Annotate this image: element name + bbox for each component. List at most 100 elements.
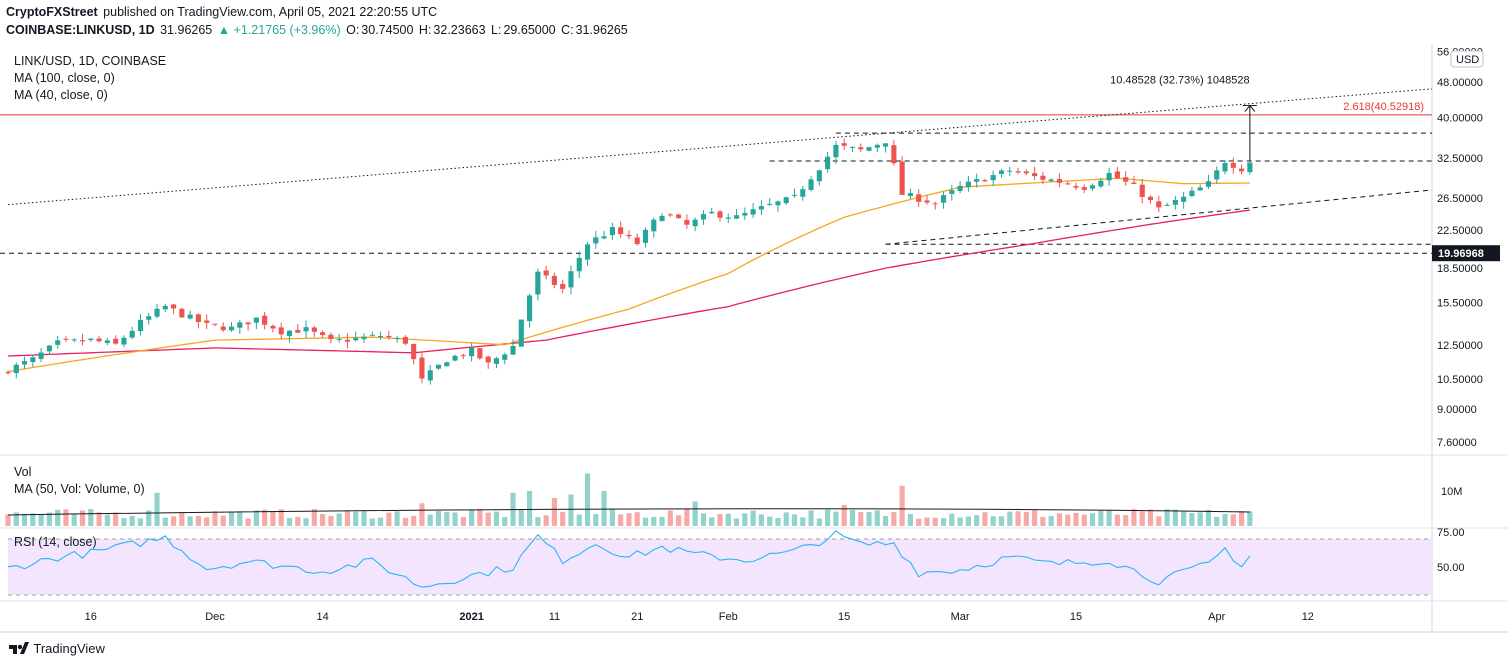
volume-bar — [38, 514, 44, 526]
legend-rsi[interactable]: RSI (14, close) — [14, 535, 97, 549]
candle-body — [295, 329, 301, 333]
candle-body — [1106, 172, 1112, 181]
candle-body — [137, 319, 144, 332]
candle-body — [187, 314, 193, 319]
publisher-name[interactable]: CryptoFXStreet — [6, 5, 98, 19]
candle-body — [684, 219, 690, 225]
volume-bar — [88, 509, 94, 526]
candles-layer — [5, 138, 1253, 385]
price-tick-label: 18.50000 — [1437, 263, 1483, 275]
candle-body — [1048, 179, 1054, 182]
candle-body — [493, 358, 500, 364]
volume-bar — [502, 517, 508, 526]
candle-body — [1032, 173, 1038, 177]
volume-bar — [303, 518, 309, 526]
candle-body — [1164, 204, 1170, 206]
time-tick-label: 21 — [631, 611, 643, 623]
volume-bar — [179, 512, 185, 526]
candle-body — [237, 322, 243, 328]
volume-bar — [1205, 509, 1212, 526]
volume-bar — [998, 516, 1005, 526]
candle-body — [783, 197, 789, 204]
candle-body — [146, 316, 152, 320]
volume-bar — [858, 512, 864, 526]
time-tick-label: 12 — [1302, 611, 1314, 623]
candle-body — [593, 237, 599, 244]
candle-body — [750, 209, 756, 215]
candle-body — [1056, 179, 1063, 183]
candle-body — [353, 337, 359, 341]
candle-body — [1222, 163, 1228, 172]
volume-bar — [444, 512, 450, 526]
volume-bar — [1172, 509, 1178, 526]
candle-body — [700, 214, 707, 220]
volume-bar — [518, 509, 524, 526]
trend-line — [885, 189, 1433, 245]
volume-bar — [1197, 512, 1203, 526]
candle-body — [883, 143, 889, 147]
volume-bar — [1156, 516, 1162, 526]
last-price: 31.96265 — [160, 23, 213, 37]
volume-bar — [146, 510, 152, 526]
candle-body — [601, 236, 607, 239]
volume-bar — [560, 511, 566, 526]
volume-bar — [1040, 516, 1046, 526]
price-tick-label: 12.50000 — [1437, 340, 1483, 352]
candle-body — [659, 215, 665, 222]
volume-bar — [940, 518, 947, 526]
volume-bar — [1147, 509, 1154, 526]
volume-bar — [311, 509, 317, 526]
volume-bar — [286, 517, 293, 526]
candle-body — [402, 337, 408, 344]
candle-body — [419, 357, 425, 379]
candle-body — [791, 194, 798, 196]
volume-bar — [1131, 509, 1137, 526]
volume-bar — [709, 517, 715, 526]
candle-body — [96, 338, 102, 342]
candle-body — [411, 344, 417, 360]
candle-body — [998, 170, 1005, 174]
candle-body — [833, 144, 839, 158]
candle-body — [104, 340, 110, 344]
candle-body — [527, 295, 533, 322]
legend-ma40[interactable]: MA (40, close, 0) — [14, 88, 108, 102]
candle-body — [1023, 171, 1029, 174]
candle-body — [245, 322, 251, 325]
candle-body — [220, 326, 226, 331]
candle-body — [361, 336, 367, 340]
volume-bar — [725, 513, 731, 526]
legend-volume[interactable]: Vol — [14, 465, 32, 479]
volume-bar — [344, 510, 351, 526]
time-tick-label: Feb — [719, 611, 738, 623]
candle-body — [709, 211, 715, 214]
volume-bar — [419, 503, 425, 526]
candle-body — [71, 339, 77, 341]
volume-bar — [626, 513, 632, 526]
close-label: C: — [561, 23, 574, 37]
volume-bar — [55, 509, 61, 526]
volume-bar — [104, 514, 110, 526]
volume-bar — [849, 509, 856, 526]
candle-body — [510, 345, 516, 355]
time-tick-label: 15 — [838, 611, 850, 623]
volume-bar — [767, 516, 773, 526]
volume-bar — [427, 514, 433, 526]
volume-bar — [377, 517, 384, 526]
legend-symbol[interactable]: LINK/USD, 1D, COINBASE — [14, 54, 167, 68]
candle-body — [808, 179, 814, 190]
candle-body — [328, 334, 334, 340]
candle-body — [162, 305, 168, 310]
volume-bar — [1114, 514, 1120, 526]
price-tick-label: 40.00000 — [1437, 112, 1483, 124]
legend-ma100[interactable]: MA (100, close, 0) — [14, 71, 115, 85]
tradingview-logo[interactable]: TradingView — [8, 641, 105, 656]
price-tick-label: 15.50000 — [1437, 298, 1483, 310]
volume-bar — [957, 517, 963, 526]
candle-body — [775, 201, 781, 206]
volume-bar — [965, 516, 971, 526]
rsi-layer — [7, 530, 1432, 596]
legend-volume-ma[interactable]: MA (50, Vol: Volume, 0) — [14, 482, 145, 496]
volume-bar — [601, 491, 607, 526]
price-tick-label: 10.50000 — [1437, 374, 1483, 386]
